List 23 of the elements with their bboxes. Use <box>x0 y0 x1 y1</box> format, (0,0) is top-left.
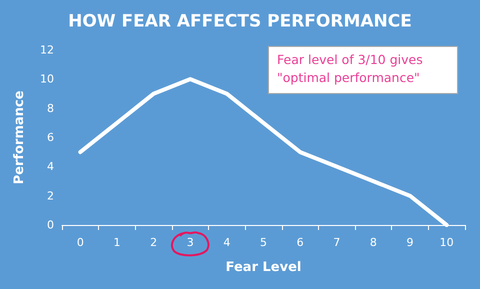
y-tick-label: 10 <box>40 72 54 86</box>
x-tick-label: 2 <box>150 236 158 249</box>
y-tick-label: 0 <box>47 218 54 232</box>
text-box: Fear level of 3/10 gives "optimal performance" <box>268 46 458 94</box>
chart-title: HOW FEAR AFFECTS PERFORMANCE <box>68 12 412 32</box>
y-tick-label: 6 <box>47 131 54 144</box>
x-tick-label: 1 <box>113 236 120 249</box>
x-axis-title: Fear Level <box>226 260 302 275</box>
x-tick-label: 3 <box>186 236 194 249</box>
x-tick-label: 10 <box>440 236 454 249</box>
annotation: Fear level of 3/10 gives "optimal performance" <box>277 51 424 87</box>
x-tick-label: 4 <box>223 236 230 249</box>
x-tick-label: 7 <box>333 236 340 249</box>
x-tick-label: 5 <box>260 236 267 249</box>
x-tick-label: 0 <box>76 236 84 249</box>
y-axis-title: Performance <box>12 90 27 184</box>
y-tick-label: 2 <box>47 189 54 202</box>
x-tick-label: 8 <box>370 236 377 249</box>
y-tick-label: 8 <box>47 102 54 115</box>
x-tick-label: 9 <box>406 236 414 249</box>
y-tick-label: 4 <box>47 160 54 174</box>
y-tick-label: 12 <box>40 44 54 56</box>
x-tick-label: 6 <box>296 236 304 249</box>
